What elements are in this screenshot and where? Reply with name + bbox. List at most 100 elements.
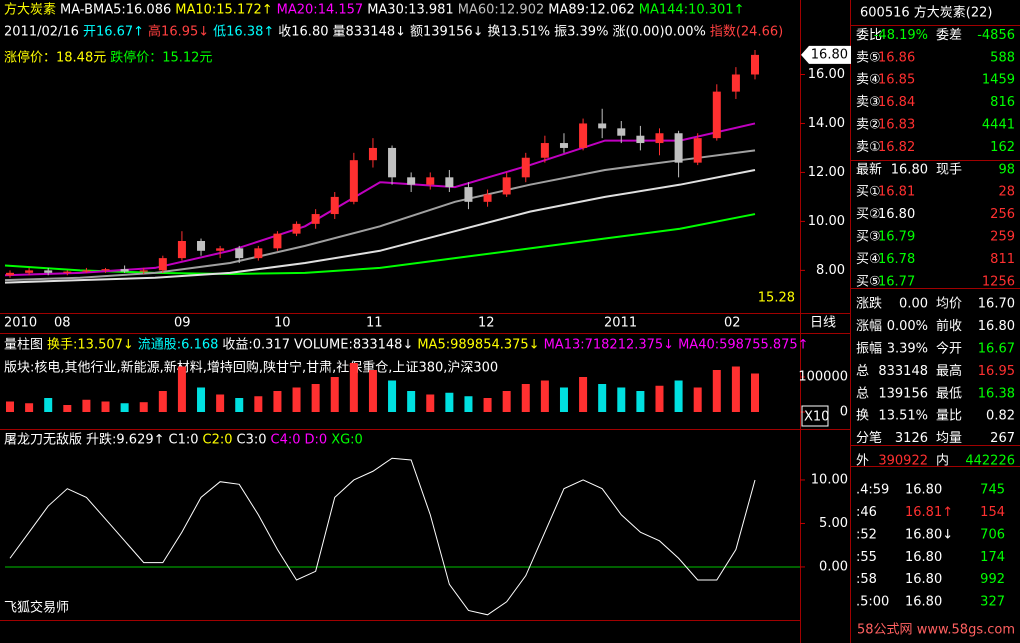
panel-text: :55 bbox=[856, 550, 877, 565]
sectors: 版块:核电,其他行业,新能源,新材料,增持回购,陕甘宁,甘肃,社保重仓,上证38… bbox=[4, 360, 498, 376]
candle-body bbox=[101, 269, 110, 271]
candle-body bbox=[254, 248, 263, 259]
candle-body bbox=[407, 177, 416, 185]
panel-text: 390922 bbox=[878, 454, 928, 469]
candle-body bbox=[177, 240, 186, 259]
date-label: 2011 bbox=[604, 316, 637, 331]
y-tick-label: 14.00 bbox=[808, 116, 845, 131]
panel-text: 0.00 bbox=[899, 297, 928, 312]
panel-text: 4441 bbox=[982, 118, 1015, 133]
volume-bar bbox=[483, 398, 492, 412]
period: 日线 bbox=[810, 316, 836, 331]
candle-body bbox=[25, 270, 34, 273]
header-item: 额139156↓ bbox=[410, 25, 484, 40]
y-tick-label: 0 bbox=[840, 405, 848, 420]
panel-text: 600516 方大炭素(22) bbox=[860, 5, 992, 21]
volume-bar bbox=[388, 380, 397, 412]
panel-text: 卖④ bbox=[856, 73, 881, 88]
panel-text: .5:00 bbox=[856, 595, 889, 610]
candle-body bbox=[617, 128, 626, 136]
panel-text: 16.83 bbox=[878, 118, 915, 133]
ma-line bbox=[4, 213, 756, 276]
panel-text: 327 bbox=[980, 595, 1005, 610]
candle-body bbox=[349, 160, 358, 202]
panel-text: 267 bbox=[990, 431, 1015, 446]
panel-text: 256 bbox=[990, 207, 1015, 222]
panel-text: 买④ bbox=[856, 252, 881, 267]
panel-text: 16.77 bbox=[878, 274, 915, 289]
candle-body bbox=[235, 248, 244, 259]
volume-bar bbox=[655, 385, 664, 412]
date-label: 02 bbox=[724, 316, 741, 331]
volume-bar bbox=[521, 384, 530, 412]
header-item: 开16.67↑ bbox=[83, 25, 144, 40]
header-item: 方大炭素 bbox=[4, 2, 56, 18]
volume-bar bbox=[464, 396, 473, 412]
panel-text: .4:59 bbox=[856, 483, 889, 498]
volume-bar bbox=[330, 377, 339, 412]
volume-bar bbox=[44, 398, 53, 412]
candle-body bbox=[82, 270, 91, 272]
date-label: 2010 bbox=[4, 316, 37, 331]
panel-text: 买① bbox=[856, 185, 881, 200]
volume-bar bbox=[25, 403, 34, 412]
header-item: MA10:15.172↑ bbox=[175, 3, 272, 18]
ma-line bbox=[4, 122, 756, 277]
candle-body bbox=[158, 258, 167, 271]
panel-text: 259 bbox=[990, 230, 1015, 245]
date-label: 10 bbox=[274, 316, 291, 331]
candle-body bbox=[426, 177, 435, 185]
volume-bar bbox=[82, 399, 91, 412]
panel-text: 1459 bbox=[982, 73, 1015, 88]
candle-body bbox=[674, 133, 683, 163]
candle-body bbox=[311, 214, 320, 224]
unit-box bbox=[801, 405, 829, 427]
header-item: 低16.38↑ bbox=[213, 25, 274, 40]
header-item: MA60:12.902 bbox=[458, 3, 545, 18]
panel-text: 卖⑤ bbox=[856, 50, 881, 65]
panel-text: 涨跌 bbox=[856, 296, 882, 312]
y-tick-label: 16.00 bbox=[808, 67, 845, 82]
ma-line bbox=[4, 168, 756, 284]
header-item: VOLUME:833148↓ bbox=[294, 338, 413, 353]
volume-bar bbox=[751, 373, 759, 412]
panel-text: -48.19% bbox=[874, 28, 928, 43]
volume-bar bbox=[120, 403, 129, 412]
candle-body bbox=[368, 147, 377, 161]
date-label: 11 bbox=[366, 316, 383, 331]
header-item: 换手:13.507↓ bbox=[47, 338, 134, 353]
volume-bar bbox=[63, 405, 72, 412]
y-tick-label: 10.00 bbox=[808, 214, 845, 229]
volume-bar bbox=[216, 394, 225, 412]
header-item: MA13:718212.375↓ bbox=[544, 338, 675, 353]
candle-body bbox=[63, 271, 72, 273]
candle-body bbox=[216, 248, 225, 251]
header-item: 流通股:6.168 bbox=[138, 338, 219, 353]
last-price-box bbox=[801, 45, 851, 64]
candle-body bbox=[693, 138, 702, 163]
panel-text: 外 bbox=[856, 454, 869, 469]
volume-bar bbox=[292, 387, 301, 412]
panel-text: 16.79 bbox=[878, 230, 915, 245]
candle-body bbox=[120, 269, 129, 272]
panel-text: 16.80 bbox=[978, 319, 1015, 334]
panel-text: 442226 bbox=[965, 454, 1015, 469]
panel-text: 换 bbox=[856, 409, 869, 424]
volume-bar bbox=[731, 366, 740, 412]
volume-bar bbox=[617, 387, 626, 412]
candle-body bbox=[292, 223, 301, 234]
candle-body bbox=[464, 187, 473, 202]
ma-line bbox=[4, 149, 756, 282]
panel-text: 前收 bbox=[936, 318, 962, 334]
header-item: 换13.51% bbox=[488, 25, 551, 40]
candle-body bbox=[197, 240, 206, 251]
panel-text: 992 bbox=[980, 572, 1005, 587]
panel-text: 振幅 bbox=[856, 342, 882, 357]
header-item: 涨(0.00)0.00% bbox=[612, 25, 705, 40]
header-item: 升跌:9.629↑ bbox=[86, 432, 165, 448]
date-label: 08 bbox=[54, 316, 71, 331]
volume-bar bbox=[197, 387, 206, 412]
panel-text: 卖② bbox=[856, 118, 881, 133]
candle-body bbox=[559, 143, 568, 148]
